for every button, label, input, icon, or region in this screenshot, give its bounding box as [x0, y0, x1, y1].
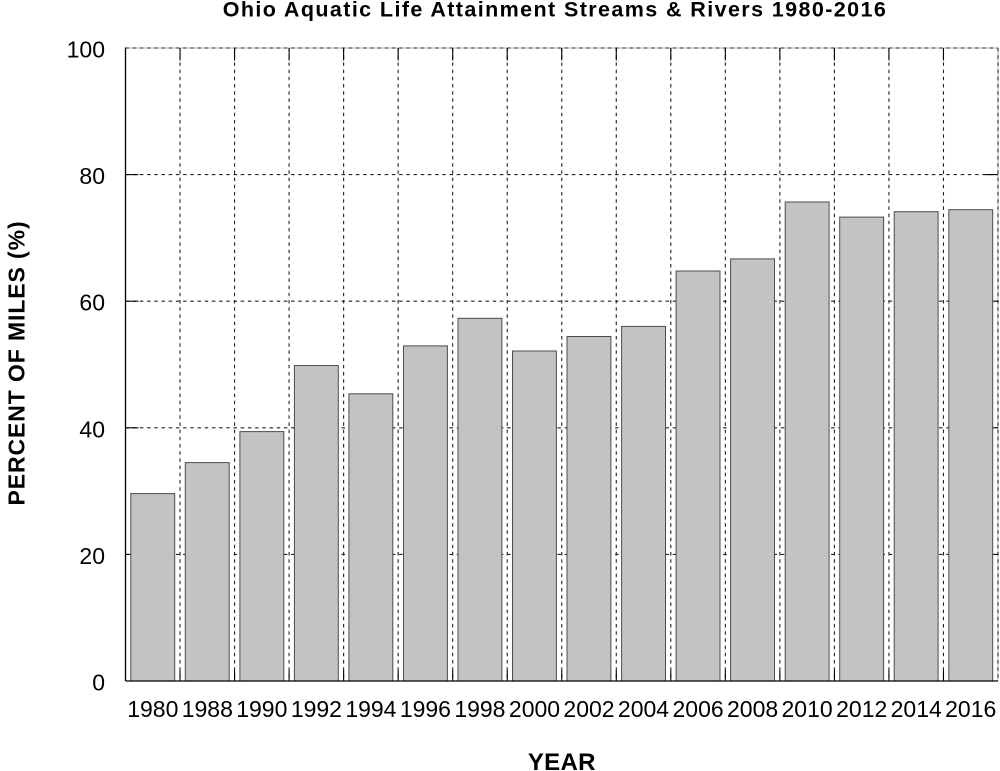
svg-text:1980: 1980	[127, 696, 178, 722]
svg-text:40: 40	[79, 416, 105, 442]
svg-text:2006: 2006	[673, 696, 724, 722]
svg-text:YEAR: YEAR	[528, 749, 596, 771]
svg-text:1996: 1996	[400, 696, 451, 722]
svg-text:0: 0	[92, 670, 105, 696]
svg-text:2008: 2008	[727, 696, 778, 722]
svg-text:2014: 2014	[891, 696, 942, 722]
svg-text:Ohio Aquatic Life Attainment S: Ohio Aquatic Life Attainment Streams & R…	[223, 0, 887, 22]
svg-text:2000: 2000	[509, 696, 560, 722]
svg-text:2004: 2004	[618, 696, 669, 722]
svg-text:1994: 1994	[345, 696, 396, 722]
svg-text:2002: 2002	[563, 696, 614, 722]
svg-text:2012: 2012	[836, 696, 887, 722]
svg-text:60: 60	[79, 290, 105, 316]
svg-text:1998: 1998	[454, 696, 505, 722]
svg-text:20: 20	[79, 543, 105, 569]
svg-text:1992: 1992	[291, 696, 342, 722]
svg-text:1990: 1990	[236, 696, 287, 722]
svg-text:1988: 1988	[182, 696, 233, 722]
svg-text:2010: 2010	[782, 696, 833, 722]
svg-text:80: 80	[79, 163, 105, 189]
svg-text:100: 100	[67, 37, 105, 63]
svg-text:2016: 2016	[945, 696, 996, 722]
svg-text:PERCENT OF MILES (%): PERCENT OF MILES (%)	[4, 220, 30, 505]
